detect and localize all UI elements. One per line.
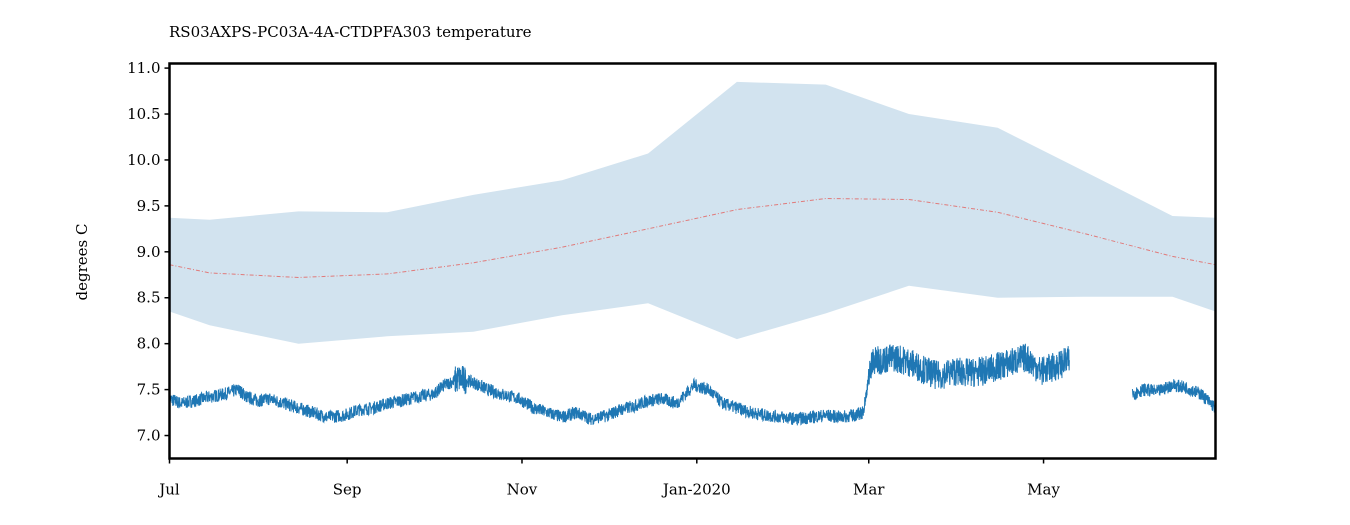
- y-tick-label: 11.0: [127, 59, 160, 77]
- plot-area: [169, 81, 1216, 426]
- x-tick-label: Mar: [853, 481, 885, 499]
- x-tick-label: Sep: [333, 481, 362, 499]
- chart-title: RS03AXPS-PC03A-4A-CTDPFA303 temperature: [169, 23, 532, 41]
- temperature-series-1: [169, 343, 1070, 426]
- y-tick-label: 8.5: [137, 289, 161, 307]
- x-tick-label: Nov: [507, 481, 538, 499]
- temperature-series-2: [1131, 379, 1216, 413]
- y-axis-label: degrees C: [73, 224, 91, 301]
- y-tick-label: 7.0: [137, 427, 161, 445]
- y-tick-label: 9.0: [137, 243, 161, 261]
- x-tick-label: May: [1027, 481, 1060, 499]
- y-tick-label: 8.0: [137, 335, 161, 353]
- y-tick-label: 7.5: [137, 381, 161, 399]
- axes: 7.0 7.5 8.0 8.5 9.0 9.5 10.0 10.5 11.0 Jul Sep Nov J…: [127, 59, 1060, 498]
- plot-frame: [168, 62, 1217, 460]
- climatology-band: [169, 81, 1216, 344]
- x-tick-label: Jul: [157, 481, 180, 499]
- x-tick-label: Jan-2020: [661, 481, 731, 499]
- y-tick-label: 9.5: [137, 197, 161, 215]
- y-tick-label: 10.0: [127, 151, 160, 169]
- climatology-mean-line: [169, 197, 1216, 279]
- y-tick-label: 10.5: [127, 105, 160, 123]
